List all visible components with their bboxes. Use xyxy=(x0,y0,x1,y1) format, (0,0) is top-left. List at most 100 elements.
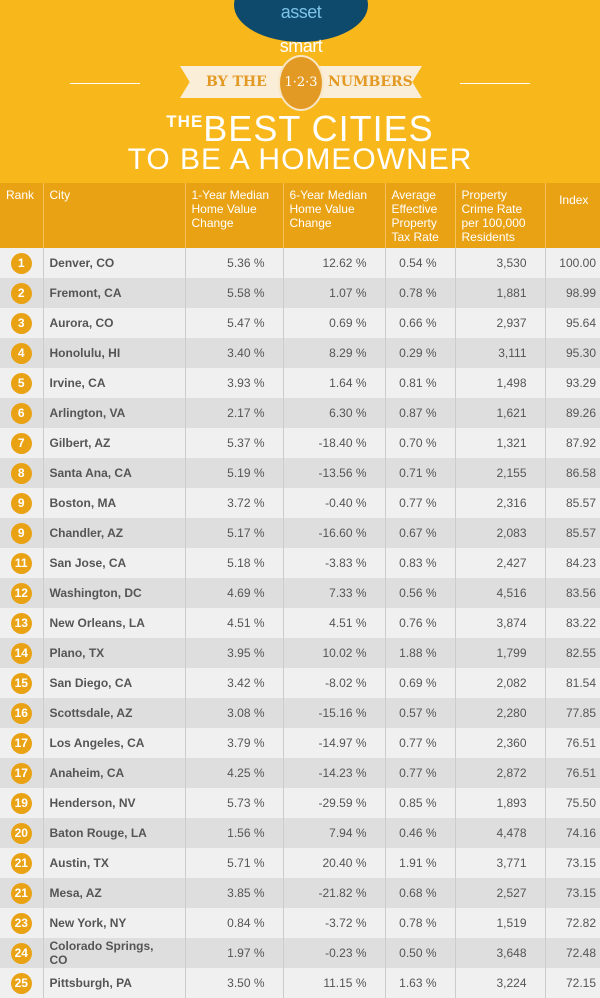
value-cell: 3.42 % xyxy=(185,668,284,698)
coin-badge: 1·2·3 xyxy=(278,55,324,111)
rank-badge: 7 xyxy=(10,432,32,454)
city-cell: Boston, MA xyxy=(43,488,186,518)
title-line-2: TO BE A HOMEOWNER xyxy=(127,143,473,176)
value-cell: 81.54 xyxy=(545,668,600,698)
city-cell: Fremont, CA xyxy=(43,278,186,308)
table-row: 9 Chandler, AZ 5.17 % -16.60 % 0.67 % 2,083 85… xyxy=(0,518,600,548)
city-cell: Pittsburgh, PA xyxy=(43,968,186,998)
rank-badge: 17 xyxy=(10,732,32,754)
column-header: Property Crime Rate per 100,000 Resident… xyxy=(455,183,546,248)
value-cell: 3.93 % xyxy=(185,368,284,398)
value-cell: 5.58 % xyxy=(185,278,284,308)
banner-right-text: NUMBERS xyxy=(328,74,413,90)
rank-cell: 12 xyxy=(0,578,44,608)
title-prefix: THE xyxy=(166,112,204,131)
value-cell: 2,155 xyxy=(455,458,546,488)
rank-badge: 4 xyxy=(10,342,32,364)
city-cell: Irvine, CA xyxy=(43,368,186,398)
value-cell: 85.57 xyxy=(545,518,600,548)
rank-badge: 16 xyxy=(10,702,32,724)
title-main: BEST CITIES xyxy=(203,108,434,149)
column-header: 6-Year Median Home Value Change xyxy=(283,183,386,248)
divider-left xyxy=(70,83,140,84)
rank-cell: 2 xyxy=(0,278,44,308)
value-cell: 1.56 % xyxy=(185,818,284,848)
value-cell: 8.29 % xyxy=(283,338,386,368)
table-row: 12 Washington, DC 4.69 % 7.33 % 0.56 % 4,516 8… xyxy=(0,578,600,608)
value-cell: -16.60 % xyxy=(283,518,386,548)
city-cell: Washington, DC xyxy=(43,578,186,608)
value-cell: 1,321 xyxy=(455,428,546,458)
value-cell: 0.81 % xyxy=(385,368,456,398)
rank-cell: 19 xyxy=(0,788,44,818)
rank-badge: 17 xyxy=(10,762,32,784)
value-cell: 3.08 % xyxy=(185,698,284,728)
table-row: 21 Austin, TX 5.71 % 20.40 % 1.91 % 3,771 73.1… xyxy=(0,848,600,878)
rank-badge: 25 xyxy=(10,972,32,994)
rank-cell: 20 xyxy=(0,818,44,848)
table-row: 23 New York, NY 0.84 % -3.72 % 0.78 % 1,519 72… xyxy=(0,908,600,938)
value-cell: 0.76 % xyxy=(385,608,456,638)
city-cell: Austin, TX xyxy=(43,848,186,878)
rank-cell: 17 xyxy=(0,758,44,788)
table-row: 13 New Orleans, LA 4.51 % 4.51 % 0.76 % 3,874… xyxy=(0,608,600,638)
value-cell: 2,872 xyxy=(455,758,546,788)
value-cell: 1.63 % xyxy=(385,968,456,998)
city-cell: Denver, CO xyxy=(43,248,186,278)
table-row: 5 Irvine, CA 3.93 % 1.64 % 0.81 % 1,498 93.29 xyxy=(0,368,600,398)
value-cell: 83.22 xyxy=(545,608,600,638)
value-cell: 0.78 % xyxy=(385,278,456,308)
value-cell: 5.18 % xyxy=(185,548,284,578)
value-cell: 1,519 xyxy=(455,908,546,938)
table-row: 8 Santa Ana, CA 5.19 % -13.56 % 0.71 % 2,155 8… xyxy=(0,458,600,488)
table-row: 17 Anaheim, CA 4.25 % -14.23 % 0.77 % 2,872 76… xyxy=(0,758,600,788)
value-cell: 83.56 xyxy=(545,578,600,608)
value-cell: 3.95 % xyxy=(185,638,284,668)
rankings-table: Rank City 1-Year Median Home Value Change 6… xyxy=(0,183,600,998)
value-cell: 3,224 xyxy=(455,968,546,998)
rank-cell: 17 xyxy=(0,728,44,758)
rank-cell: 15 xyxy=(0,668,44,698)
value-cell: -15.16 % xyxy=(283,698,386,728)
city-cell: San Diego, CA xyxy=(43,668,186,698)
rank-cell: 21 xyxy=(0,848,44,878)
value-cell: -0.23 % xyxy=(283,938,386,968)
value-cell: -13.56 % xyxy=(283,458,386,488)
value-cell: 0.67 % xyxy=(385,518,456,548)
table-row: 1 Denver, CO 5.36 % 12.62 % 0.54 % 3,530 100.0… xyxy=(0,248,600,278)
rank-cell: 16 xyxy=(0,698,44,728)
value-cell: 5.37 % xyxy=(185,428,284,458)
rank-badge: 9 xyxy=(10,492,32,514)
rank-cell: 9 xyxy=(0,488,44,518)
value-cell: 2,280 xyxy=(455,698,546,728)
rank-cell: 8 xyxy=(0,458,44,488)
table-row: 4 Honolulu, HI 3.40 % 8.29 % 0.29 % 3,111 95.3… xyxy=(0,338,600,368)
value-cell: 0.84 % xyxy=(185,908,284,938)
value-cell: 0.54 % xyxy=(385,248,456,278)
value-cell: 20.40 % xyxy=(283,848,386,878)
value-cell: 95.30 xyxy=(545,338,600,368)
rank-badge: 20 xyxy=(10,822,32,844)
rank-cell: 13 xyxy=(0,608,44,638)
table-row: 14 Plano, TX 3.95 % 10.02 % 1.88 % 1,799 82.55 xyxy=(0,638,600,668)
rank-badge: 19 xyxy=(10,792,32,814)
value-cell: 72.48 xyxy=(545,938,600,968)
column-header: 1-Year Median Home Value Change xyxy=(185,183,284,248)
table-row: 2 Fremont, CA 5.58 % 1.07 % 0.78 % 1,881 98.99 xyxy=(0,278,600,308)
value-cell: 3,771 xyxy=(455,848,546,878)
value-cell: 6.30 % xyxy=(283,398,386,428)
table-row: 6 Arlington, VA 2.17 % 6.30 % 0.87 % 1,621 89.… xyxy=(0,398,600,428)
value-cell: 89.26 xyxy=(545,398,600,428)
rank-badge: 21 xyxy=(10,852,32,874)
rank-badge: 13 xyxy=(10,612,32,634)
rank-badge: 15 xyxy=(10,672,32,694)
value-cell: 11.15 % xyxy=(283,968,386,998)
value-cell: 1,498 xyxy=(455,368,546,398)
table-row: 20 Baton Rouge, LA 1.56 % 7.94 % 0.46 % 4,478… xyxy=(0,818,600,848)
value-cell: 1,893 xyxy=(455,788,546,818)
value-cell: 100.00 xyxy=(545,248,600,278)
city-cell: Gilbert, AZ xyxy=(43,428,186,458)
table-row: 17 Los Angeles, CA 3.79 % -14.97 % 0.77 % 2,3… xyxy=(0,728,600,758)
value-cell: 5.47 % xyxy=(185,308,284,338)
rank-badge: 5 xyxy=(10,372,32,394)
